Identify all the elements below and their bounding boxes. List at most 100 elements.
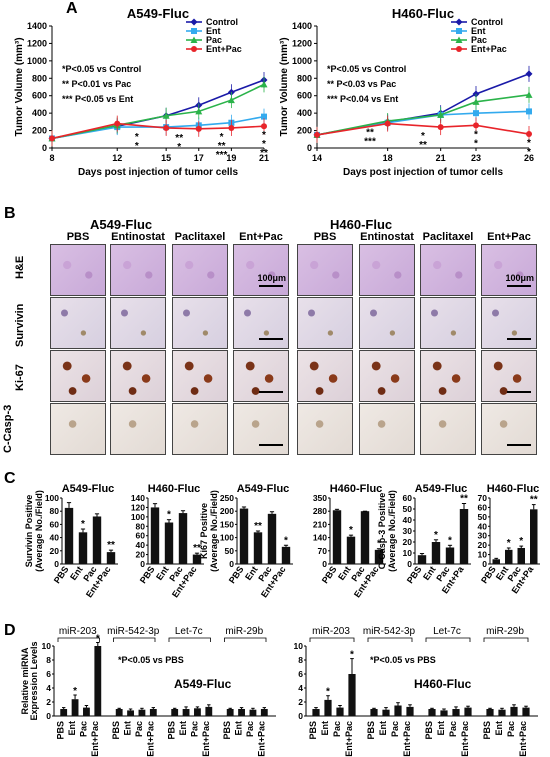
y-tick-label: 20 (478, 540, 488, 550)
category-label: Ent (154, 564, 171, 582)
significance-mark: ** (254, 521, 262, 532)
category-label: Ent+Pac (460, 721, 470, 757)
category-label: Ent (243, 564, 260, 582)
y-tick-label: 10 (294, 641, 304, 651)
significance-note: *** P<0.04 vs Ent (327, 94, 398, 104)
bar (522, 707, 530, 716)
bar (486, 709, 494, 716)
micrograph-tile (110, 403, 166, 455)
significance-note: *P<0.05 vs Control (327, 64, 406, 74)
y-tick-label: 40 (403, 515, 413, 525)
y-tick-label: 100 (131, 512, 145, 522)
bar (205, 706, 213, 716)
group-bracket (425, 637, 471, 642)
bar (360, 511, 370, 564)
micrograph-tile (481, 350, 537, 402)
x-tick-label: 15 (161, 153, 171, 163)
group-label: miR-203 (59, 626, 97, 637)
y-tick-label: 20 (136, 550, 146, 560)
bar (226, 709, 234, 716)
micrograph-tile (233, 350, 289, 402)
chart-title: A549-Fluc (415, 483, 468, 495)
significance-mark: * (81, 519, 85, 530)
y-tick-label: 80 (136, 521, 146, 531)
chart-title: A549-Fluc (127, 6, 189, 21)
bar (348, 674, 356, 716)
significance-mark: * (349, 525, 353, 536)
group-label: Let-7c (433, 626, 461, 637)
significance-mark: *** (216, 150, 228, 161)
micrograph-tile (420, 403, 476, 455)
significance-mark: ** (260, 148, 268, 159)
significance-mark: * (135, 132, 139, 143)
legend-marker (455, 18, 463, 26)
significance-mark: * (350, 650, 354, 661)
category-label: PBS (111, 721, 121, 740)
micrograph-row-label: Survivin (14, 303, 26, 347)
y-tick-label: 0 (46, 711, 51, 721)
legend-label: Pac (206, 35, 222, 45)
bar (382, 709, 390, 716)
y-tick-label: 140 (313, 533, 327, 543)
scale-bar (507, 285, 531, 287)
significance-mark: * (474, 129, 478, 140)
x-tick-label: 14 (312, 153, 322, 163)
scale-bar (507, 338, 531, 340)
category-label: PBS (308, 721, 318, 740)
micrograph-tile (50, 244, 106, 296)
panel-letter-a: A (66, 0, 78, 17)
legend-label: Control (206, 17, 238, 27)
y-tick-label: 0 (140, 559, 145, 569)
panel-letter-b: B (4, 205, 16, 222)
bar (505, 549, 513, 564)
scale-bar (507, 391, 531, 393)
category-label: Ent (421, 564, 438, 582)
bar (178, 513, 188, 564)
category-label: Ent+Pac (402, 721, 412, 757)
micrograph-tile (110, 297, 166, 349)
micrograph-row-label: H&E (14, 255, 26, 279)
y-tick-label: 60 (403, 493, 413, 503)
significance-mark: ** (218, 141, 226, 152)
micrograph-tile (420, 244, 476, 296)
y-tick-label: 0 (298, 711, 303, 721)
bar (281, 546, 291, 564)
y-tick-label: 1400 (292, 21, 312, 31)
y-tick-label: 0 (307, 143, 312, 153)
y-tick-label: 2 (46, 697, 51, 707)
y-axis-label: Tumor Volume (mm³) (14, 37, 25, 136)
bar (171, 709, 179, 716)
micrograph-column-label: PBS (66, 231, 90, 243)
x-tick-label: 21 (436, 153, 446, 163)
bar (464, 707, 472, 716)
micrograph-column-label: Paclitaxel (422, 231, 474, 243)
y-tick-label: 80 (50, 506, 60, 516)
bar (138, 709, 146, 716)
micrograph-tile (297, 403, 353, 455)
y-tick-label: 40 (478, 521, 488, 531)
bar (406, 706, 414, 716)
scale-label: 100μm (505, 273, 534, 283)
bar (94, 646, 102, 716)
bar (459, 509, 469, 564)
micrograph-column-label: PBS (313, 231, 337, 243)
micrograph-tile (50, 297, 106, 349)
data-point (437, 124, 444, 131)
category-label: Ent (178, 721, 188, 736)
y-tick-label: 0 (322, 559, 327, 569)
y-tick-label: 210 (313, 519, 327, 529)
category-label: Pac (189, 721, 199, 737)
data-point (473, 122, 479, 129)
y-tick-label: 1200 (27, 38, 47, 48)
micrograph-column-label: Paclitaxel (174, 231, 226, 243)
y-tick-label: 100 (45, 493, 59, 503)
bar (452, 709, 460, 716)
significance-note: *P<0.05 vs PBS (370, 655, 436, 665)
scale-bar (259, 285, 283, 287)
category-label: Ent (336, 564, 353, 582)
y-tick-label: 40 (136, 540, 146, 550)
category-label: PBS (56, 721, 66, 740)
micrograph-group-title: H460-Fluc (330, 217, 393, 232)
y-tick-label: 100 (220, 533, 234, 543)
category-label: Pac (390, 721, 400, 737)
